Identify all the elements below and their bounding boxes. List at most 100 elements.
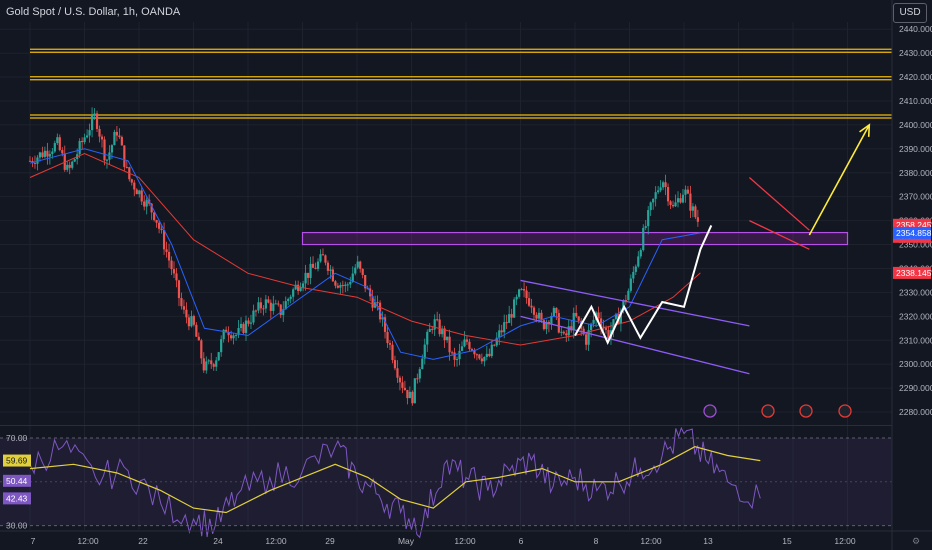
- candle-body: [406, 389, 409, 399]
- x-tick-label: 15: [782, 536, 792, 546]
- x-tick-label: 29: [325, 536, 335, 546]
- y-tick-label: 2400.000: [899, 120, 932, 130]
- candle-body: [525, 290, 528, 299]
- support-zone: [301, 231, 849, 246]
- candle-body: [98, 128, 101, 137]
- candle-body: [356, 261, 359, 268]
- candle-body: [470, 349, 474, 351]
- candle-body: [326, 262, 330, 271]
- candle-body: [210, 360, 213, 365]
- candle-body: [393, 360, 397, 369]
- candle-body: [493, 344, 496, 346]
- candle-body: [306, 272, 310, 278]
- y-tick-label: 2280.000: [899, 407, 932, 417]
- candle-body: [634, 266, 637, 272]
- price-axis: 2280.000 2290.000 2300.000 2310.000 2320.000…: [891, 0, 932, 550]
- candle-body: [200, 340, 203, 359]
- candle-body: [28, 160, 32, 162]
- y-tick-label: 2300.000: [899, 359, 932, 369]
- candle-body: [292, 289, 295, 297]
- y-tick-label: 2430.000: [899, 48, 932, 58]
- candle-body: [232, 335, 235, 339]
- candle-body: [388, 343, 392, 345]
- candle-body: [311, 263, 315, 268]
- candle-body: [123, 145, 126, 168]
- candle-body: [572, 312, 575, 331]
- us-flag-icon: [761, 404, 775, 418]
- candle-body: [195, 324, 198, 337]
- candle-body: [473, 350, 476, 355]
- y-tick-label: 2390.000: [899, 144, 932, 154]
- candle-body: [41, 152, 44, 157]
- currency-button[interactable]: USD: [893, 3, 927, 23]
- candle-body: [530, 305, 533, 308]
- candle-body: [153, 212, 156, 221]
- candle-body: [485, 353, 488, 357]
- candle-body: [622, 300, 625, 311]
- candle-body: [614, 314, 618, 320]
- candle-body: [336, 285, 339, 288]
- candle-body: [403, 387, 406, 390]
- candle-body: [488, 353, 491, 357]
- candle-body: [552, 307, 555, 316]
- candle-body: [247, 320, 250, 324]
- candle-body: [289, 296, 292, 299]
- candle-body: [532, 307, 536, 315]
- candle-body: [416, 378, 419, 380]
- candle-body: [423, 344, 426, 359]
- candle-body: [604, 327, 608, 330]
- candle-body: [264, 299, 267, 309]
- candle-body: [244, 320, 248, 333]
- candle-body: [202, 358, 205, 371]
- candle-body: [505, 322, 508, 324]
- candle-body: [68, 164, 71, 168]
- candle-body: [249, 322, 253, 324]
- candle-body: [334, 281, 337, 286]
- candle-body: [78, 140, 81, 155]
- y-tick-label: 2440.000: [899, 24, 932, 34]
- candle-body: [110, 145, 114, 153]
- candle-body: [217, 352, 220, 361]
- candle-body: [450, 352, 454, 354]
- candle-body: [490, 344, 493, 357]
- candle-body: [520, 289, 523, 291]
- candle-body: [657, 190, 660, 193]
- candle-body: [513, 299, 516, 318]
- candle-body: [155, 220, 158, 223]
- x-tick-label: 12:00: [454, 536, 476, 546]
- pennant-lower-line: [749, 220, 810, 250]
- projection-arrow-line: [808, 124, 871, 236]
- candle-body: [103, 139, 106, 161]
- candle-body: [560, 331, 563, 333]
- candle-body: [192, 316, 195, 325]
- candle-body: [674, 202, 677, 207]
- candle-body: [632, 271, 635, 279]
- candle-body: [381, 317, 384, 320]
- candle-body: [478, 354, 481, 359]
- candle-body: [453, 352, 456, 360]
- candle-body: [418, 369, 421, 379]
- candle-body: [135, 189, 138, 195]
- candle-body: [33, 162, 37, 164]
- candle-body: [205, 361, 208, 371]
- candle-body: [398, 377, 402, 383]
- candle-body: [426, 331, 429, 345]
- candle-body: [187, 317, 190, 327]
- candle-body: [689, 193, 692, 211]
- candle-body: [207, 360, 210, 362]
- candle-body: [349, 281, 352, 285]
- candle-body: [177, 280, 181, 299]
- x-tick-label: 6: [519, 536, 524, 546]
- candle-body: [341, 285, 344, 287]
- candle-body: [428, 328, 431, 332]
- price-tag-label: 2354.858: [896, 228, 932, 238]
- candle-body: [115, 131, 118, 136]
- candle-body: [140, 190, 143, 202]
- candle-body: [639, 250, 642, 257]
- y-tick-label: 2370.000: [899, 192, 932, 202]
- settings-icon[interactable]: ⚙: [912, 537, 920, 547]
- candle-body: [262, 308, 265, 310]
- projection-arrow-head: [859, 123, 871, 137]
- candle-body: [585, 334, 588, 345]
